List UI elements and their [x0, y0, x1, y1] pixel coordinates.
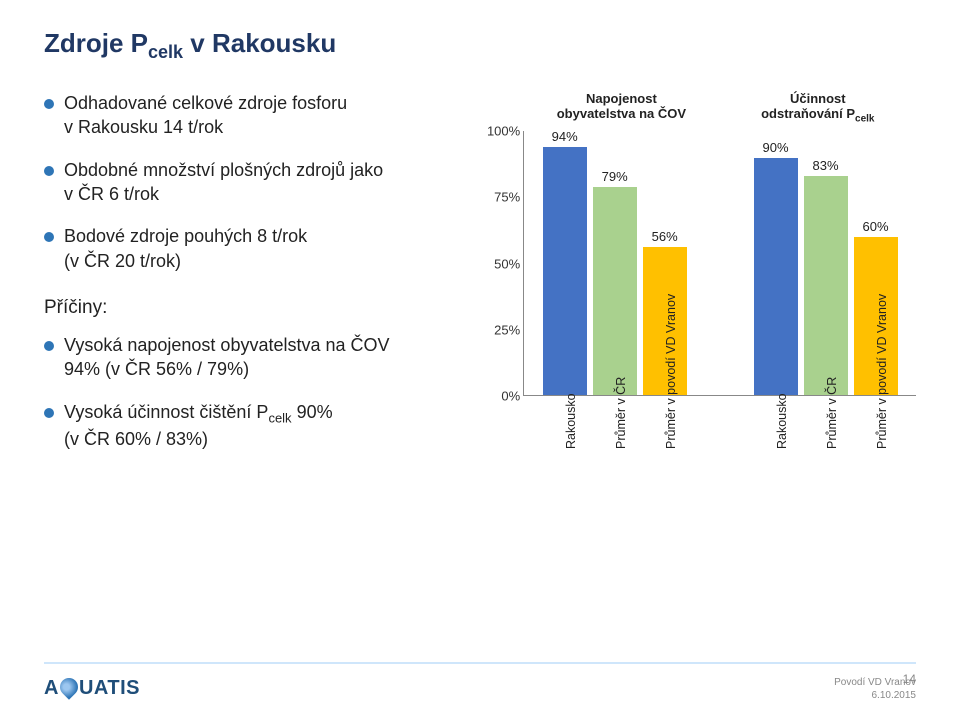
logo-text-pre: A	[44, 677, 59, 699]
chart-ytick: 100%	[480, 124, 520, 139]
left-column: Odhadované celkové zdroje fosforuv Rakou…	[44, 91, 465, 521]
bullet-item: Vysoká účinnost čištění Pcelk 90%(v ČR 6…	[44, 400, 465, 451]
right-column: Napojenostobyvatelstva na ČOVÚčinnostods…	[465, 91, 916, 521]
chart-group-titles: Napojenostobyvatelstva na ČOVÚčinnostods…	[523, 91, 916, 125]
chart-group-title: Napojenostobyvatelstva na ČOV	[523, 91, 719, 125]
chart-bar-value: 94%	[552, 129, 578, 144]
chart-ytick: 25%	[480, 322, 520, 337]
chart-ytick: 75%	[480, 190, 520, 205]
causes-label: Příčiny:	[44, 297, 465, 319]
title-sub: celk	[148, 42, 183, 62]
chart-bar-value: 56%	[652, 229, 678, 244]
logo-text-post: UATIS	[79, 677, 140, 699]
bar-chart: Napojenostobyvatelstva na ČOVÚčinnostods…	[475, 91, 916, 521]
chart-bar: 79%	[593, 187, 637, 396]
chart-bar-value: 90%	[763, 140, 789, 155]
chart-bar-value: 60%	[863, 219, 889, 234]
chart-bar-value: 79%	[602, 169, 628, 184]
content-row: Odhadované celkové zdroje fosforuv Rakou…	[44, 91, 916, 521]
bullets-causes: Vysoká napojenost obyvatelstva na ČOV94%…	[44, 333, 465, 451]
footer-right-l1: Povodí VD Vranov	[834, 676, 916, 689]
bullets-top: Odhadované celkové zdroje fosforuv Rakou…	[44, 91, 465, 273]
chart-plot: 94%79%56%90%83%60% 0%25%50%75%100%	[523, 131, 916, 396]
bullet-item: Vysoká napojenost obyvatelstva na ČOV94%…	[44, 333, 465, 382]
chart-ytick: 50%	[480, 256, 520, 271]
chart-bar: 94%	[543, 147, 587, 395]
footer-right-l2: 6.10.2015	[834, 689, 916, 702]
chart-group-title: Účinnostodstraňování Pcelk	[720, 91, 916, 125]
title-post: v Rakousku	[183, 28, 336, 58]
footer-divider	[44, 662, 916, 664]
water-drop-icon	[56, 674, 81, 699]
chart-ytick: 0%	[480, 389, 520, 404]
logo: A UATIS	[44, 677, 140, 700]
title-pre: Zdroje P	[44, 28, 148, 58]
footer-right: Povodí VD Vranov 6.10.2015	[834, 676, 916, 702]
page-title: Zdroje Pcelk v Rakousku	[44, 28, 916, 63]
chart-bar-value: 83%	[813, 158, 839, 173]
chart-bars: 94%79%56%90%83%60%	[524, 131, 916, 395]
slide: Zdroje Pcelk v Rakousku Odhadované celko…	[0, 0, 960, 716]
bullet-item: Obdobné množství plošných zdrojů jakov Č…	[44, 158, 465, 207]
bullet-item: Odhadované celkové zdroje fosforuv Rakou…	[44, 91, 465, 140]
chart-bar: 83%	[804, 176, 848, 395]
bullet-item: Bodové zdroje pouhých 8 t/rok(v ČR 20 t/…	[44, 224, 465, 273]
chart-bar: 90%	[754, 158, 798, 396]
